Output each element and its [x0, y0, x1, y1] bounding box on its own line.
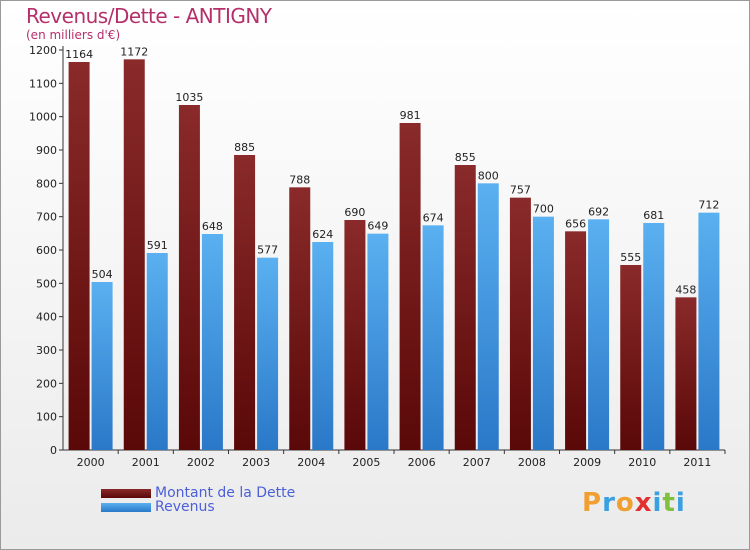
x-tick-label: 2009	[573, 456, 601, 469]
x-tick-label: 2005	[352, 456, 380, 469]
x-tick-label: 2000	[77, 456, 105, 469]
revenus-bar	[698, 212, 720, 450]
revenus-value-label: 692	[588, 205, 609, 218]
x-tick-label: 2006	[408, 456, 436, 469]
y-tick-label: 700	[36, 211, 57, 224]
y-tick-label: 400	[36, 311, 57, 324]
revenus-bar	[643, 223, 665, 450]
logo-letter: x	[634, 488, 653, 518]
dette-bar	[234, 155, 256, 450]
revenus-value-label: 649	[367, 220, 388, 233]
dette-value-label: 656	[565, 217, 586, 230]
x-tick-label: 2011	[683, 456, 711, 469]
dette-bar	[289, 187, 311, 451]
dette-bar	[454, 165, 476, 450]
y-tick-label: 0	[50, 444, 57, 457]
dette-value-label: 690	[344, 206, 365, 219]
y-tick-label: 300	[36, 344, 57, 357]
proxiti-logo: Proxiti	[582, 488, 686, 518]
logo-letter: o	[615, 488, 635, 518]
dette-bar	[344, 220, 366, 450]
dette-bar	[68, 62, 90, 450]
dette-value-label: 1172	[120, 45, 148, 58]
dette-bar	[565, 231, 587, 450]
dette-bar	[620, 265, 642, 450]
dette-bar	[675, 297, 697, 450]
x-tick-label: 2004	[297, 456, 325, 469]
y-tick-label: 600	[36, 244, 57, 257]
revenus-bar	[91, 282, 113, 450]
revenus-bar	[257, 257, 279, 450]
dette-value-label: 981	[400, 109, 421, 122]
revenus-value-label: 681	[643, 209, 664, 222]
revenus-bar	[367, 233, 389, 450]
dette-value-label: 855	[455, 151, 476, 164]
y-tick-label: 500	[36, 277, 57, 290]
y-tick-label: 1000	[29, 111, 57, 124]
y-tick-label: 100	[36, 411, 57, 424]
revenus-bar	[588, 219, 610, 450]
y-tick-label: 1100	[29, 77, 57, 90]
logo-letter: r	[602, 488, 616, 518]
legend-label-revenus: Revenus	[155, 499, 215, 515]
x-tick-label: 2008	[518, 456, 546, 469]
revenus-bar	[312, 242, 334, 450]
revenus-value-label: 504	[92, 268, 113, 281]
legend-swatch-revenus	[101, 503, 151, 512]
x-tick-label: 2001	[132, 456, 160, 469]
logo-letter: i	[675, 488, 686, 518]
revenus-bar	[146, 253, 168, 450]
y-tick-label: 200	[36, 377, 57, 390]
legend-label-dette: Montant de la Dette	[155, 485, 296, 501]
dette-bar	[399, 123, 421, 450]
y-tick-label: 800	[36, 177, 57, 190]
logo-letter: t	[662, 488, 676, 518]
revenus-bar	[201, 234, 223, 450]
revenus-value-label: 577	[257, 244, 278, 257]
dette-value-label: 885	[234, 141, 255, 154]
dette-value-label: 757	[510, 184, 531, 197]
x-tick-label: 2007	[463, 456, 491, 469]
dette-value-label: 555	[620, 251, 641, 264]
revenus-value-label: 591	[147, 239, 168, 252]
dette-value-label: 1035	[175, 91, 203, 104]
dette-value-label: 1164	[65, 48, 93, 61]
revenus-bar	[532, 216, 554, 450]
x-tick-label: 2010	[628, 456, 656, 469]
dette-bar	[509, 197, 531, 450]
revenus-bar	[422, 225, 444, 450]
revenus-bar	[477, 183, 499, 451]
revenus-value-label: 674	[423, 211, 444, 224]
logo-letter: i	[652, 488, 663, 518]
y-tick-label: 900	[36, 144, 57, 157]
x-tick-label: 2002	[187, 456, 215, 469]
dette-bar	[123, 59, 145, 450]
x-tick-label: 2003	[242, 456, 270, 469]
dette-value-label: 788	[289, 173, 310, 186]
revenus-value-label: 624	[312, 228, 333, 241]
dette-bar	[178, 105, 200, 450]
chart-title: Revenus/Dette - ANTIGNY	[26, 4, 272, 28]
dette-value-label: 458	[675, 283, 696, 296]
revenus-value-label: 700	[533, 203, 554, 216]
y-tick-label: 1200	[29, 44, 57, 57]
chart-subtitle: (en milliers d'€)	[26, 28, 121, 42]
legend-swatch-dette	[101, 489, 151, 498]
revenus-value-label: 648	[202, 220, 223, 233]
revenus-value-label: 800	[478, 169, 499, 182]
revenus-value-label: 712	[698, 199, 719, 212]
logo-letter: P	[582, 488, 603, 518]
